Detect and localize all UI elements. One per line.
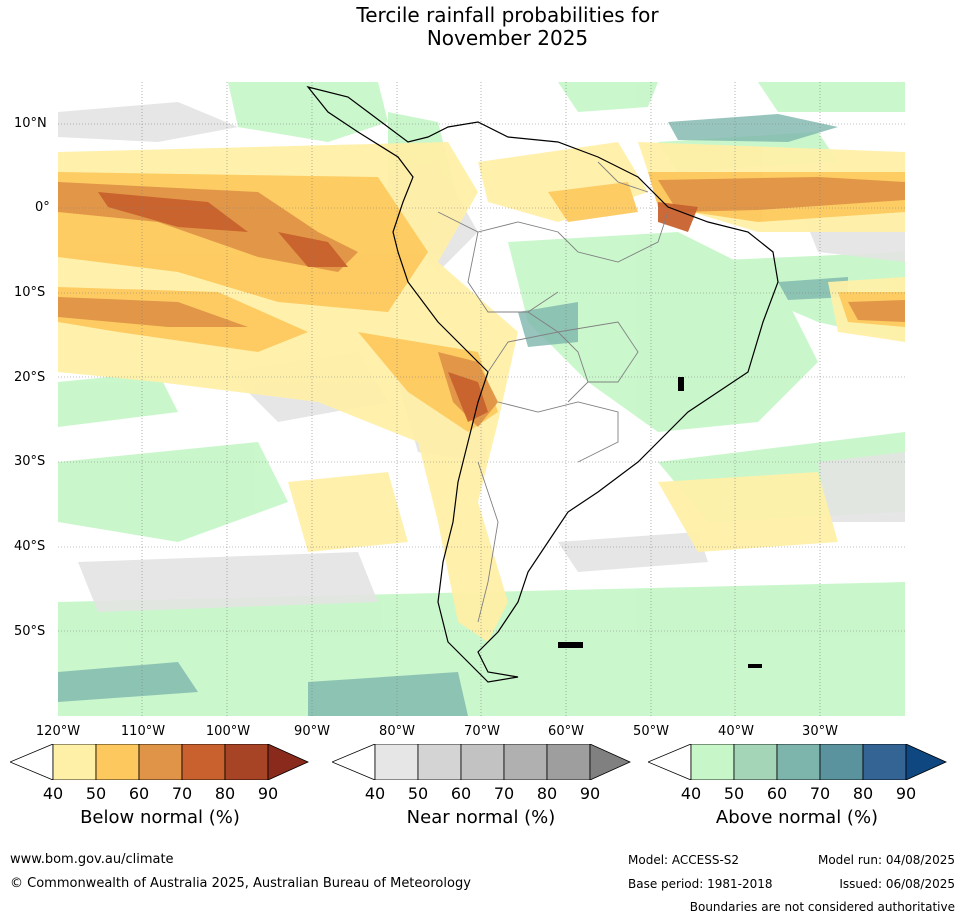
colorbar-above-tick: 50 — [723, 784, 745, 803]
graticule — [58, 82, 905, 716]
country-borders — [437, 161, 669, 623]
lon-label-70w: 70°W — [464, 724, 500, 739]
issued-date: Issued: 06/08/2025 — [839, 877, 955, 891]
map-title: Tercile rainfall probabilities for Novem… — [0, 4, 965, 50]
colorbar-above-tick: 70 — [809, 784, 831, 803]
colorbar-near-swatch — [503, 744, 548, 780]
boundary-disclaimer: Boundaries are not considered authoritat… — [689, 900, 955, 914]
colorbar-below-tick: 80 — [214, 784, 236, 803]
probability-map — [58, 82, 905, 716]
title-line-2: November 2025 — [426, 26, 589, 50]
colorbar-near-low-extend — [332, 744, 376, 780]
base-period: Base period: 1981-2018 — [628, 877, 773, 891]
colorbar-near-tick: 60 — [450, 784, 472, 803]
colorbar-above-tick: 90 — [895, 784, 917, 803]
colorbar-below-low-extend — [10, 744, 54, 780]
lon-label-30w: 30°W — [802, 724, 838, 739]
colorbar-below-tick: 60 — [128, 784, 150, 803]
colorbar-below-swatch — [181, 744, 226, 780]
lat-label-40s: 40°S — [14, 539, 46, 554]
colorbar-below-high-extend — [267, 744, 309, 780]
colorbar-above-swatch — [819, 744, 864, 780]
above-normal-areas — [58, 82, 905, 716]
lat-label-20s: 20°S — [14, 370, 46, 385]
colorbar-near-tick: 50 — [407, 784, 429, 803]
lon-label-80w: 80°W — [379, 724, 415, 739]
above-normal-strong — [58, 114, 848, 716]
lon-label-60w: 60°W — [548, 724, 584, 739]
islands — [558, 377, 762, 668]
lat-label-10n: 10°N — [14, 116, 47, 131]
colorbar-below-tick: 70 — [171, 784, 193, 803]
colorbar-above-normal — [648, 744, 947, 780]
colorbar-above-swatch — [776, 744, 821, 780]
copyright-text: © Commonwealth of Australia 2025, Austra… — [10, 876, 471, 891]
colorbar-above-title: Above normal (%) — [715, 807, 879, 828]
colorbar-near-swatch — [546, 744, 591, 780]
lon-label-40w: 40°W — [718, 724, 754, 739]
map-graphic — [58, 82, 905, 716]
model-name: Model: ACCESS-S2 — [628, 853, 740, 867]
colorbar-near-normal — [332, 744, 631, 780]
colorbar-near-tick: 40 — [364, 784, 386, 803]
colorbar-below-swatch — [138, 744, 183, 780]
colorbar-below-tick: 40 — [42, 784, 64, 803]
colorbar-below-tick: 90 — [257, 784, 279, 803]
model-run-date: Model run: 04/08/2025 — [817, 853, 955, 867]
colorbar-near-swatch — [417, 744, 462, 780]
colorbar-below-normal — [10, 744, 309, 780]
colorbar-below-title: Below normal (%) — [80, 807, 240, 828]
lat-label-0: 0° — [35, 200, 50, 215]
colorbar-above-swatch — [690, 744, 735, 780]
south-america-coastline — [306, 85, 779, 683]
colorbar-above-high-extend — [905, 744, 947, 780]
colorbar-near-swatch — [374, 744, 419, 780]
colorbar-below-tick: 50 — [85, 784, 107, 803]
bom-climate-link[interactable]: www.bom.gov.au/climate — [10, 852, 174, 867]
lon-label-90w: 90°W — [294, 724, 330, 739]
colorbar-above-low-extend — [648, 744, 692, 780]
colorbar-near-tick: 70 — [493, 784, 515, 803]
colorbar-below-swatch — [52, 744, 97, 780]
title-line-1: Tercile rainfall probabilities for — [356, 3, 659, 27]
lon-label-110w: 110°W — [120, 724, 166, 739]
colorbar-near-title: Near normal (%) — [406, 807, 556, 828]
colorbar-near-high-extend — [589, 744, 631, 780]
lon-label-100w: 100°W — [205, 724, 251, 739]
colorbar-near-tick: 90 — [579, 784, 601, 803]
lon-label-50w: 50°W — [633, 724, 669, 739]
colorbar-near-swatch — [460, 744, 505, 780]
colorbar-near-tick: 80 — [536, 784, 558, 803]
colorbar-below-swatch — [95, 744, 140, 780]
lat-label-30s: 30°S — [14, 454, 46, 469]
colorbar-below-swatch — [224, 744, 269, 780]
lat-label-50s: 50°S — [14, 624, 46, 639]
colorbar-above-swatch — [862, 744, 907, 780]
below-normal-very-high — [98, 192, 698, 422]
lon-label-120w: 120°W — [35, 724, 81, 739]
colorbar-above-swatch — [733, 744, 778, 780]
colorbar-above-tick: 80 — [852, 784, 874, 803]
colorbar-above-tick: 40 — [680, 784, 702, 803]
lat-label-10s: 10°S — [14, 285, 46, 300]
colorbar-above-tick: 60 — [766, 784, 788, 803]
